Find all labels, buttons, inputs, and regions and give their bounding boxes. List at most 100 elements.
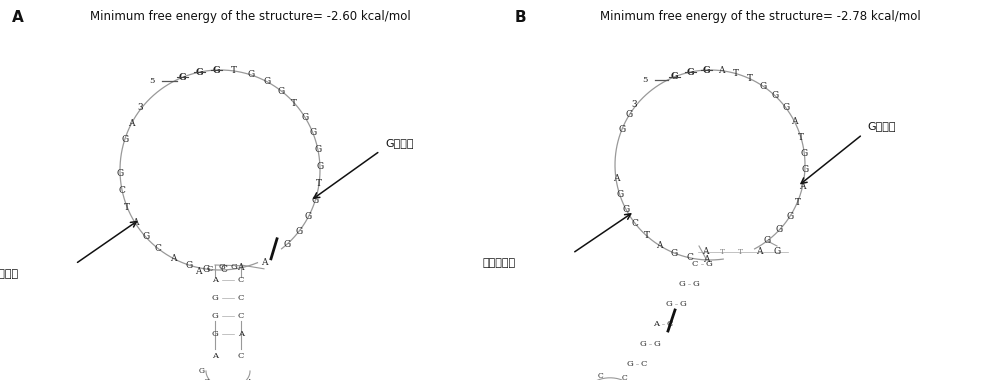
Text: A: A <box>170 254 176 263</box>
Text: A: A <box>702 247 708 256</box>
Text: G: G <box>295 227 302 236</box>
Text: 5: 5 <box>642 76 648 84</box>
Text: G: G <box>776 225 783 234</box>
Text: G: G <box>213 66 220 74</box>
Text: G: G <box>263 77 271 86</box>
Text: A: A <box>799 182 806 191</box>
Text: C: C <box>622 374 627 380</box>
Text: G: G <box>195 68 203 77</box>
Text: G: G <box>627 360 633 368</box>
Text: 3: 3 <box>137 103 143 111</box>
Text: A: A <box>613 174 619 183</box>
Text: C: C <box>204 378 210 380</box>
Text: G: G <box>311 196 319 206</box>
Text: G: G <box>666 300 672 308</box>
Text: G: G <box>680 300 686 308</box>
Text: C: C <box>155 244 162 253</box>
Text: G: G <box>679 280 685 288</box>
Text: G: G <box>314 145 321 154</box>
Text: G: G <box>706 260 712 268</box>
Text: C: C <box>220 266 227 274</box>
Text: C: C <box>238 312 244 320</box>
Text: G: G <box>671 73 678 81</box>
Text: T: T <box>316 179 322 188</box>
Text: A: A <box>238 330 244 338</box>
Text: G: G <box>202 264 210 274</box>
Text: G: G <box>773 247 781 256</box>
Text: G: G <box>618 125 626 134</box>
Text: G: G <box>786 212 793 221</box>
Text: 3: 3 <box>632 100 637 109</box>
Text: A: A <box>653 320 659 328</box>
Text: G: G <box>759 82 767 91</box>
Text: A: A <box>703 255 710 264</box>
Text: T: T <box>733 69 739 78</box>
Text: 特异性序列: 特异性序列 <box>0 269 18 279</box>
Text: G: G <box>616 190 623 199</box>
Text: T: T <box>231 66 237 76</box>
Text: T: T <box>747 74 753 83</box>
Text: G: G <box>686 68 694 77</box>
Text: G: G <box>121 135 129 144</box>
Text: A: A <box>261 258 267 267</box>
Text: G: G <box>801 165 808 174</box>
Text: G: G <box>654 340 660 348</box>
Text: G: G <box>771 91 778 100</box>
Text: C: C <box>667 320 673 328</box>
Text: A: A <box>656 241 663 250</box>
Text: 特异性序列: 特异性序列 <box>482 258 516 268</box>
Text: T: T <box>798 133 804 142</box>
Text: A: A <box>132 218 138 228</box>
Text: G: G <box>199 367 205 375</box>
Text: B: B <box>515 10 527 25</box>
Text: A: A <box>756 247 762 256</box>
Text: G: G <box>703 66 711 74</box>
Text: T: T <box>738 248 744 256</box>
Text: G: G <box>212 294 218 302</box>
Text: G: G <box>142 233 149 241</box>
Text: 5: 5 <box>150 77 155 85</box>
Text: G: G <box>283 240 291 249</box>
Text: C: C <box>692 260 698 268</box>
Text: T: T <box>794 198 800 207</box>
Text: C: C <box>687 253 694 263</box>
Text: A: A <box>212 276 218 284</box>
Text: G: G <box>626 110 633 119</box>
Text: G: G <box>212 312 218 320</box>
Text: G: G <box>801 149 808 158</box>
Text: A: A <box>246 378 252 380</box>
Text: G: G <box>693 280 699 288</box>
Text: G: G <box>316 162 324 171</box>
Text: C: C <box>238 294 244 302</box>
Text: G四链体: G四链体 <box>868 121 896 131</box>
Text: A: A <box>195 268 201 277</box>
Text: A: A <box>128 119 135 128</box>
Text: A: A <box>791 117 798 127</box>
Text: T: T <box>291 98 297 108</box>
Text: Minimum free energy of the structure= -2.78 kcal/mol: Minimum free energy of the structure= -2… <box>600 10 920 23</box>
Text: G: G <box>278 87 285 96</box>
Text: G: G <box>622 205 630 214</box>
Text: A: A <box>212 352 218 360</box>
Text: G: G <box>309 128 316 137</box>
Text: C: C <box>207 265 213 273</box>
Text: T: T <box>643 231 649 240</box>
Text: G: G <box>212 330 218 338</box>
Text: G: G <box>185 261 193 269</box>
Text: A: A <box>12 10 24 25</box>
Text: G: G <box>231 263 237 271</box>
Text: C: C <box>238 276 244 284</box>
Text: G: G <box>116 169 124 178</box>
Text: Minimum free energy of the structure= -2.60 kcal/mol: Minimum free energy of the structure= -2… <box>90 10 410 23</box>
Text: T: T <box>124 203 130 212</box>
Text: G: G <box>219 263 225 271</box>
Text: G: G <box>782 103 789 112</box>
Text: C: C <box>119 186 126 195</box>
Text: G: G <box>305 212 312 222</box>
Text: G: G <box>764 236 771 245</box>
Text: G四链体: G四链体 <box>385 138 414 148</box>
Text: G: G <box>671 249 678 258</box>
Text: C: C <box>641 360 647 368</box>
Text: C: C <box>632 219 639 228</box>
Text: C: C <box>238 352 244 360</box>
